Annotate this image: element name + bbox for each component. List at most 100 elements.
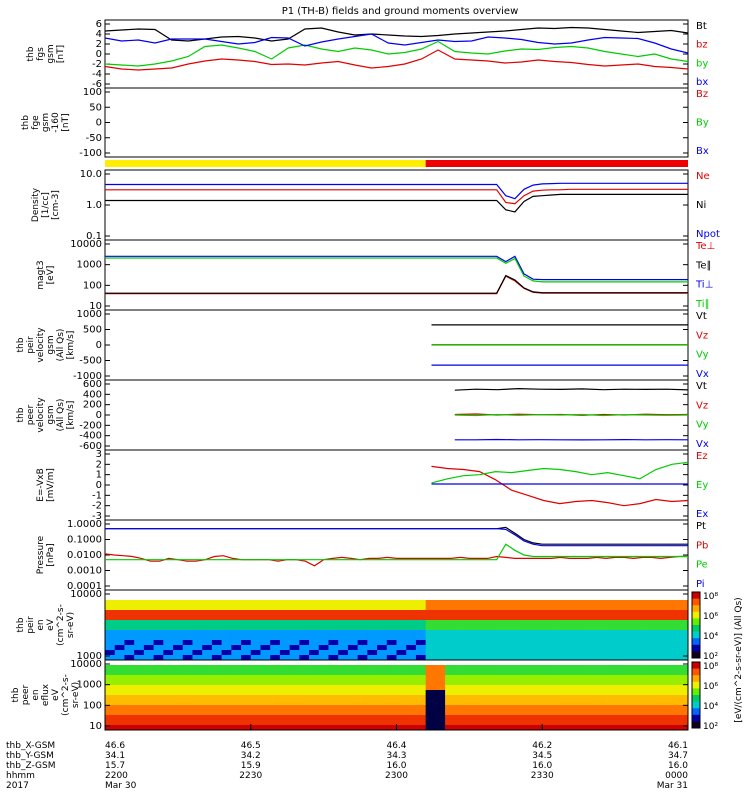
spectrogram-cell bbox=[250, 650, 261, 656]
panel-frame bbox=[104, 239, 689, 311]
spectrogram-cell bbox=[551, 710, 563, 716]
spectrogram-cell bbox=[260, 615, 271, 621]
y-axis-label-line: Density bbox=[31, 187, 41, 222]
spectrogram-cell bbox=[571, 715, 582, 721]
spectrogram-cell bbox=[678, 625, 689, 631]
x-axis-value: 46.1 bbox=[668, 741, 688, 751]
spectrogram-cell bbox=[134, 650, 145, 656]
spectrogram-cell bbox=[250, 640, 261, 646]
spectrogram-cell bbox=[678, 670, 689, 676]
spectrogram-cell bbox=[464, 715, 475, 721]
spectrogram-cell bbox=[522, 605, 534, 611]
spectrogram-cell bbox=[396, 620, 407, 626]
colorbar-tick-label: 10⁸ bbox=[703, 662, 718, 672]
spectrogram-cell bbox=[260, 690, 271, 696]
spectrogram-cell bbox=[513, 675, 524, 681]
spectrogram-cell bbox=[221, 705, 232, 711]
spectrogram-cell bbox=[649, 685, 660, 691]
y-axis-label-line: thb bbox=[11, 687, 21, 702]
spectrogram-cell bbox=[250, 615, 261, 621]
spectrogram-cell bbox=[163, 705, 174, 711]
spectrogram-cell bbox=[542, 615, 553, 621]
spectrogram-cell bbox=[639, 635, 650, 641]
spectrogram-cell bbox=[105, 655, 116, 661]
spectrogram-cell bbox=[551, 705, 563, 711]
spectrogram-cell bbox=[561, 635, 572, 641]
spectrogram-cell bbox=[590, 610, 602, 616]
spectrogram-cell bbox=[357, 725, 368, 731]
spectrogram-cell bbox=[173, 645, 184, 651]
spectrogram-cell bbox=[221, 620, 232, 626]
colorbar-tick-label: 10⁶ bbox=[703, 612, 718, 622]
spectrogram-cell bbox=[406, 690, 417, 696]
colorbar-tick-label: 10² bbox=[703, 652, 718, 662]
spectrogram-cell bbox=[173, 675, 184, 681]
spectrogram-cell bbox=[377, 625, 388, 631]
spectrogram-cell bbox=[299, 645, 310, 651]
spectrogram-cell bbox=[299, 625, 310, 631]
spectrogram-cell bbox=[649, 650, 660, 656]
spectrogram-cell bbox=[377, 695, 388, 701]
spectrogram-cell bbox=[581, 600, 592, 606]
series-line bbox=[454, 387, 689, 391]
spectrogram-cell bbox=[124, 630, 135, 636]
y-axis-label-line: thb bbox=[26, 46, 36, 61]
spectrogram-cell bbox=[425, 655, 436, 661]
spectrogram-cell bbox=[182, 665, 193, 671]
spectrogram-cell bbox=[435, 635, 446, 641]
spectrogram-cell bbox=[318, 665, 329, 671]
spectrogram-cell bbox=[678, 690, 689, 696]
spectrogram-cell bbox=[192, 675, 203, 681]
x-axis-value: 16.0 bbox=[532, 761, 552, 771]
spectrogram-cell bbox=[445, 725, 456, 731]
legend-entry: Npot bbox=[696, 229, 720, 240]
spectrogram-cell bbox=[445, 695, 456, 701]
spectrogram-cell bbox=[270, 640, 281, 646]
spectrogram-cell bbox=[571, 605, 582, 611]
spectrogram-cell bbox=[503, 610, 514, 616]
spectrogram-cell bbox=[367, 600, 378, 606]
spectrogram-cell bbox=[522, 645, 534, 651]
spectrogram-cell bbox=[338, 605, 349, 611]
spectrogram-cell bbox=[134, 655, 145, 661]
spectrogram-cell bbox=[561, 620, 572, 626]
spectrogram-cell bbox=[153, 705, 164, 711]
spectrogram-cell bbox=[629, 610, 640, 616]
x-axis-value: 34.3 bbox=[386, 751, 406, 761]
spectrogram-cell bbox=[143, 670, 155, 676]
spectrogram-cell bbox=[483, 655, 495, 661]
spectrogram-cell bbox=[309, 680, 320, 686]
spectrogram-cell bbox=[173, 670, 184, 676]
spectrogram-cell bbox=[211, 710, 223, 716]
spectrogram-cell bbox=[542, 685, 553, 691]
spectrogram-cell bbox=[522, 690, 534, 696]
spectrogram-cell bbox=[590, 700, 602, 706]
spectrogram-cell bbox=[211, 700, 223, 706]
spectrogram-cell bbox=[522, 700, 534, 706]
spectrogram-cell bbox=[464, 700, 475, 706]
spectrogram-cell bbox=[299, 700, 310, 706]
spectrogram-cell bbox=[105, 725, 116, 731]
spectrogram-cell bbox=[639, 650, 650, 656]
spectrogram-cell bbox=[309, 650, 320, 656]
y-tick-label: 0 bbox=[96, 49, 102, 60]
spectrogram-cell bbox=[134, 605, 145, 611]
spectrogram-cell bbox=[551, 625, 563, 631]
spectrogram-cell bbox=[445, 675, 456, 681]
spectrogram-cell bbox=[134, 695, 145, 701]
spectrogram-cell bbox=[182, 715, 193, 721]
spectrogram-cell bbox=[503, 685, 514, 691]
spectrogram-cell bbox=[445, 665, 456, 671]
spectrogram-cell bbox=[522, 705, 534, 711]
spectrogram-cell bbox=[658, 680, 670, 686]
spectrogram-cell bbox=[561, 700, 572, 706]
spectrogram-cell bbox=[513, 665, 524, 671]
spectrogram-cell bbox=[474, 720, 485, 726]
spectrogram-cell bbox=[377, 715, 388, 721]
spectrogram-cell bbox=[163, 665, 174, 671]
spectrogram-cell bbox=[454, 640, 466, 646]
spectrogram-cell bbox=[367, 700, 378, 706]
